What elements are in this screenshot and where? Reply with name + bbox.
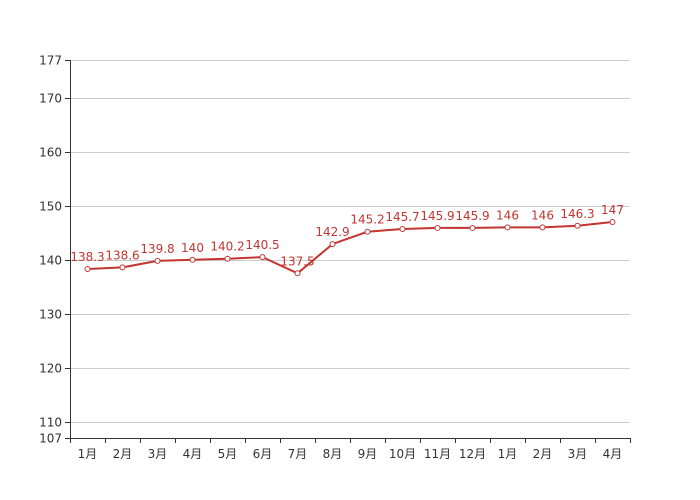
data-point xyxy=(504,224,511,231)
data-label: 137.5 xyxy=(280,254,314,268)
data-point xyxy=(259,254,266,261)
series xyxy=(84,219,616,277)
x-tick-label: 2月 xyxy=(113,447,133,461)
x-tick-label: 10月 xyxy=(389,447,416,461)
data-point xyxy=(329,241,336,248)
data-point xyxy=(189,256,196,263)
y-tick-label: 177 xyxy=(39,54,62,68)
x-tick-label: 4月 xyxy=(603,447,623,461)
data-label: 142.9 xyxy=(315,225,349,239)
data-point xyxy=(294,270,301,277)
x-tick-label: 5月 xyxy=(218,447,238,461)
x-tick-label: 9月 xyxy=(358,447,378,461)
data-point xyxy=(574,222,581,229)
data-point xyxy=(119,264,126,271)
data-point xyxy=(154,257,161,264)
y-tick-label: 107 xyxy=(39,432,62,446)
x-tick-label: 11月 xyxy=(424,447,451,461)
data-point xyxy=(224,255,231,262)
x-tick-label: 7月 xyxy=(288,447,308,461)
data-label: 145.9 xyxy=(455,209,489,223)
x-tick-label: 1月 xyxy=(78,447,98,461)
data-point xyxy=(609,219,616,225)
series-line xyxy=(87,221,613,275)
data-label: 140 xyxy=(181,241,204,255)
data-point xyxy=(434,224,441,231)
data-label: 138.3 xyxy=(70,250,104,264)
data-labels: 138.3 138.6 139.8 140 140.2 140.5137.5142.914… xyxy=(70,203,624,268)
data-label: 146 xyxy=(531,208,554,222)
x-tick-label: 3月 xyxy=(568,447,588,461)
data-point xyxy=(364,228,371,235)
data-label: 139.8 xyxy=(140,242,174,256)
y-tick-label: 150 xyxy=(39,200,62,214)
x-tick-label: 2月 xyxy=(533,447,553,461)
y-tick-label: 130 xyxy=(39,308,62,322)
data-label: 146.3 xyxy=(560,207,594,221)
data-label: 138.6 xyxy=(105,248,139,262)
axes: 107 110 120 130 140 150 160 170 177 1月 2月 3月 4月 5月 6月 7… xyxy=(39,54,631,461)
data-label: 146 xyxy=(496,208,519,222)
x-tick-label: 8月 xyxy=(323,447,343,461)
y-tick-label: 120 xyxy=(39,362,62,376)
data-label: 147 xyxy=(601,203,624,217)
x-tick-label: 1月 xyxy=(498,447,518,461)
data-point xyxy=(469,224,476,231)
x-tick-label: 6月 xyxy=(253,447,273,461)
data-point xyxy=(539,224,546,231)
data-label: 145.9 xyxy=(420,209,454,223)
data-label: 145.2 xyxy=(350,213,384,227)
data-point xyxy=(84,265,91,272)
y-tick-label: 140 xyxy=(39,254,62,268)
x-tick-label: 4月 xyxy=(183,447,203,461)
y-tick-label: 170 xyxy=(39,92,62,106)
data-label: 140.5 xyxy=(245,238,279,252)
data-label: 145.7 xyxy=(385,210,419,224)
data-point xyxy=(399,226,406,233)
data-label: 140.2 xyxy=(210,240,244,254)
y-tick-label: 110 xyxy=(39,416,62,430)
y-tick-label: 160 xyxy=(39,146,62,160)
x-tick-label: 12月 xyxy=(459,447,486,461)
x-tick-label: 3月 xyxy=(148,447,168,461)
